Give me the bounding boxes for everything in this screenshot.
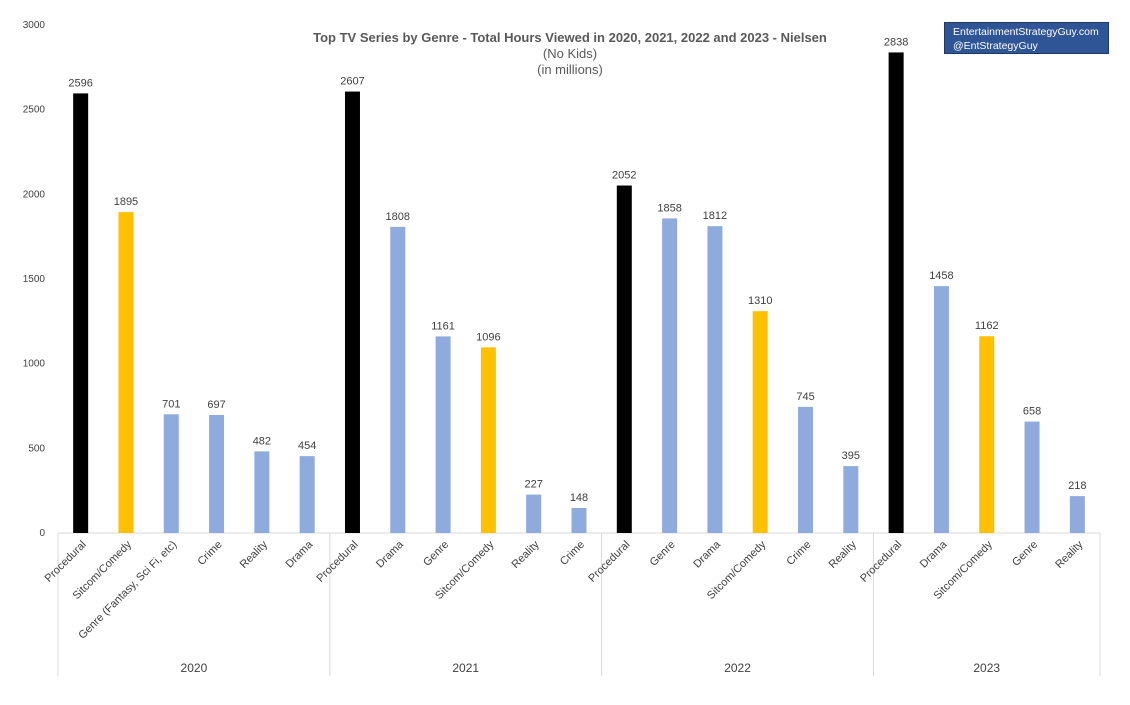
y-tick-label: 500	[28, 443, 45, 454]
category-label: Genre	[421, 539, 451, 569]
category-label: Procedural	[586, 539, 632, 585]
group-label: 2020	[181, 661, 208, 675]
data-label: 1310	[748, 295, 772, 307]
data-label: 1096	[476, 331, 500, 343]
bar	[979, 336, 995, 533]
data-label: 701	[162, 398, 180, 410]
bar	[752, 311, 768, 533]
data-label: 1162	[975, 320, 999, 332]
bar	[798, 406, 814, 533]
bar	[888, 52, 904, 533]
category-label: Reality	[510, 538, 543, 571]
y-tick-label: 0	[39, 528, 45, 539]
data-label: 1161	[431, 320, 455, 332]
category-label: Drama	[374, 538, 406, 570]
category-label: Reality	[827, 538, 860, 571]
y-tick-label: 2500	[23, 105, 46, 116]
category-label: Genre (Fantasy, Sci Fi, etc)	[76, 539, 179, 642]
category-label: Drama	[283, 538, 315, 570]
bar	[707, 226, 723, 533]
category-label: Genre	[1010, 539, 1040, 569]
y-tick-label: 3000	[23, 20, 46, 31]
bar	[254, 451, 270, 533]
chart-title: Top TV Series by Genre - Total Hours Vie…	[313, 30, 827, 45]
y-tick-label: 1500	[23, 274, 46, 285]
bar	[571, 507, 587, 533]
data-label: 2596	[68, 77, 92, 89]
data-label: 1808	[386, 211, 410, 223]
chart-subtitle-line-2: (in millions)	[537, 62, 603, 77]
brand-handle: @EntStrategyGuy	[953, 40, 1038, 52]
group-label: 2022	[724, 661, 751, 675]
data-label: 2607	[340, 76, 364, 88]
bar	[344, 91, 360, 533]
category-label: Crime	[195, 539, 224, 568]
data-label: 745	[796, 391, 814, 403]
y-tick-label: 1000	[23, 359, 46, 370]
bar	[163, 414, 179, 533]
category-label: Drama	[918, 538, 950, 570]
group-label: 2021	[452, 661, 479, 675]
bar	[1024, 421, 1040, 533]
group-label: 2023	[973, 661, 1000, 675]
category-label: Procedural	[43, 539, 89, 585]
bar	[118, 212, 134, 533]
bar	[1069, 496, 1085, 533]
data-label: 2052	[612, 170, 636, 182]
bar	[843, 466, 859, 533]
brand-box: EntertainmentStrategyGuy.com @EntStrateg…	[944, 22, 1109, 54]
bar	[390, 226, 406, 533]
bar	[662, 218, 678, 533]
data-label: 697	[207, 399, 225, 411]
bar	[435, 336, 451, 533]
data-label: 395	[842, 450, 860, 462]
category-label: Drama	[691, 538, 723, 570]
bar	[933, 286, 949, 533]
category-label: Procedural	[858, 539, 904, 585]
data-label: 482	[253, 435, 271, 447]
category-label: Reality	[1053, 538, 1086, 571]
bar	[616, 185, 632, 533]
category-label: Crime	[784, 539, 813, 568]
data-label: 218	[1068, 480, 1086, 492]
data-label: 1458	[929, 270, 953, 282]
data-label: 1895	[114, 196, 138, 208]
bar	[480, 347, 496, 533]
data-label: 454	[298, 440, 316, 452]
data-label: 1858	[657, 202, 681, 214]
y-tick-label: 2000	[23, 189, 46, 200]
bar	[209, 414, 225, 533]
data-label: 148	[570, 492, 588, 504]
chart-title-block: Top TV Series by Genre - Total Hours Vie…	[270, 30, 870, 78]
data-label: 1812	[703, 210, 727, 222]
category-label: Crime	[558, 539, 587, 568]
bar	[299, 456, 315, 533]
bar	[526, 494, 542, 533]
category-label: Procedural	[314, 539, 360, 585]
chart-subtitle-line-1: (No Kids)	[542, 46, 598, 61]
brand-website: EntertainmentStrategyGuy.com	[953, 26, 1099, 38]
category-label: Genre	[648, 539, 678, 569]
category-label: Reality	[238, 538, 271, 571]
data-label: 227	[525, 479, 543, 491]
data-label: 658	[1023, 406, 1041, 418]
data-label: 2838	[884, 36, 908, 48]
bar	[73, 93, 89, 533]
